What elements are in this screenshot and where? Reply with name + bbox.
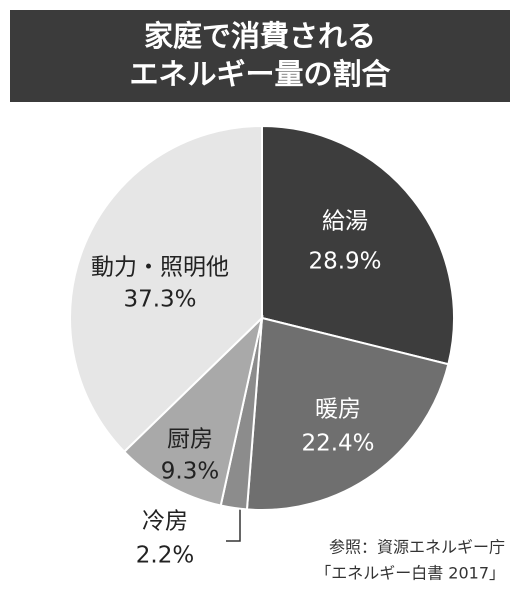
slice-label: 冷房 bbox=[142, 509, 188, 535]
chart-title: エネルギー量の割合 bbox=[129, 57, 390, 91]
value-label: 2.2% bbox=[136, 543, 194, 569]
value-label: 37.3% bbox=[123, 287, 196, 313]
slice-label: 給湯 bbox=[322, 209, 368, 235]
slice-label: 動力・照明他 bbox=[91, 255, 229, 281]
source-text: 「エネルギー白書 2017」 bbox=[315, 564, 505, 583]
pie-slice bbox=[245, 316, 450, 511]
pie-slice bbox=[69, 124, 263, 454]
pie-slice bbox=[122, 314, 264, 507]
value-label: 9.3% bbox=[161, 459, 219, 485]
leader-line bbox=[226, 497, 241, 542]
value-label: 28.9% bbox=[308, 249, 381, 275]
chart-title: 家庭で消費される bbox=[144, 19, 376, 53]
source-text: 参照：資源エネルギー庁 bbox=[329, 538, 505, 557]
pie-slice bbox=[261, 124, 455, 366]
title-bar bbox=[10, 10, 510, 102]
slice-label: 厨房 bbox=[167, 427, 213, 453]
value-label: 22.4% bbox=[301, 431, 374, 457]
slice-label: 暖房 bbox=[315, 397, 361, 423]
